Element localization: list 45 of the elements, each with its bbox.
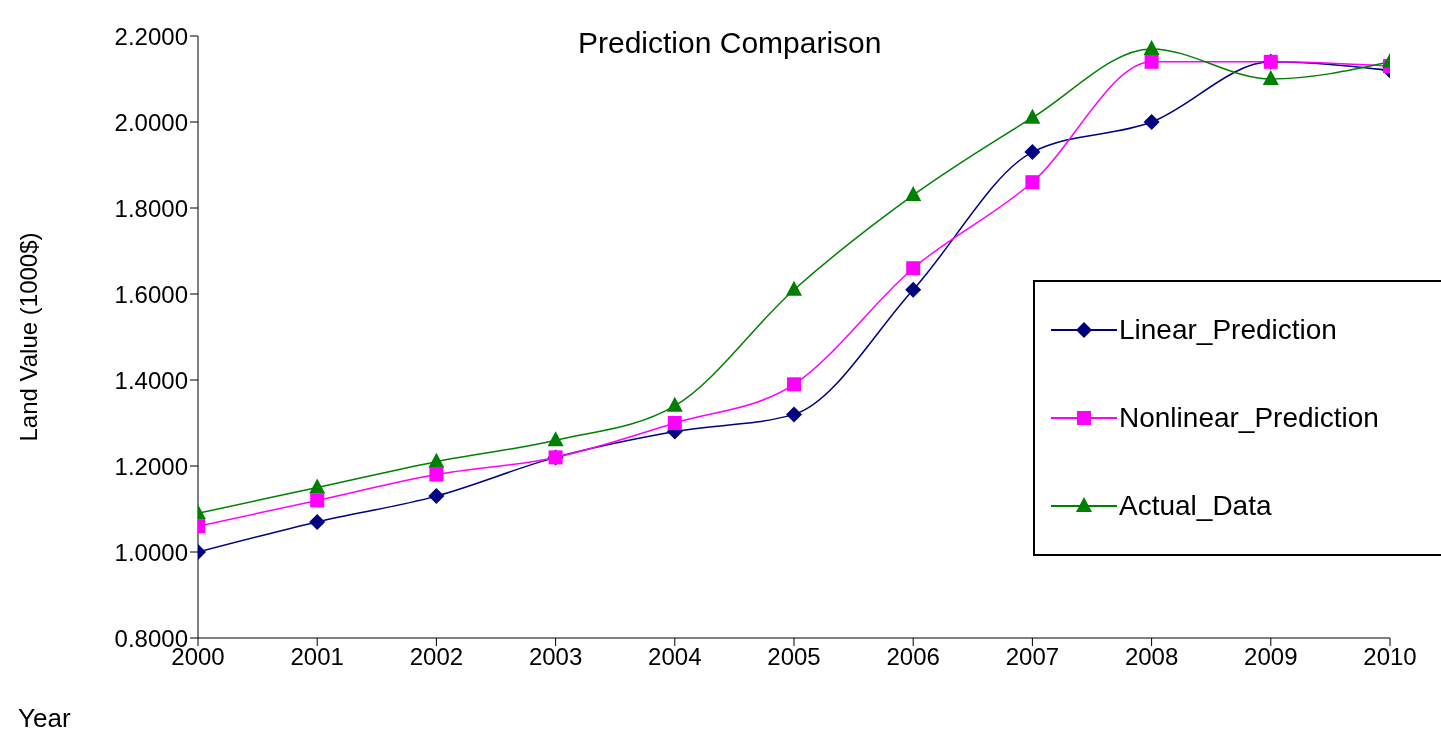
point xyxy=(666,396,683,412)
point xyxy=(787,377,801,392)
x-tick-label: 2008 xyxy=(1124,643,1179,671)
legend-label: Nonlinear_Prediction xyxy=(1119,402,1379,434)
x-tick-label: 2003 xyxy=(528,643,583,671)
point xyxy=(1144,54,1159,69)
point xyxy=(1262,70,1279,85)
point xyxy=(309,478,326,494)
x-tick-label: 2009 xyxy=(1244,643,1298,671)
x-tick-label: 2004 xyxy=(648,643,702,671)
x-axis-title: Year xyxy=(18,703,71,734)
point xyxy=(1143,114,1160,130)
y-tick-label: 1.6000 xyxy=(114,280,188,308)
x-tick-label: 2010 xyxy=(1363,643,1417,671)
point xyxy=(906,261,921,276)
point xyxy=(1143,39,1160,55)
point xyxy=(786,406,802,423)
point xyxy=(905,281,922,298)
y-tick-label: 1.0000 xyxy=(114,538,188,566)
legend-label: Linear_Prediction xyxy=(1119,314,1337,346)
point xyxy=(667,416,682,430)
x-tick-label: 2006 xyxy=(886,643,940,671)
y-axis-title: Land Value (1000$) xyxy=(14,232,42,442)
point xyxy=(429,467,444,482)
y-tick-label: 1.4000 xyxy=(114,366,188,394)
point xyxy=(786,280,802,296)
y-tick-label: 1.8000 xyxy=(114,194,188,222)
chart-title: Prediction Comparison xyxy=(578,26,882,60)
x-tick-label: 2001 xyxy=(290,643,344,671)
point xyxy=(310,493,325,508)
point xyxy=(1025,175,1040,190)
y-tick-label: 1.2000 xyxy=(114,452,188,480)
point xyxy=(905,186,922,202)
point xyxy=(309,513,326,530)
x-tick-label: 2007 xyxy=(1005,643,1060,671)
point xyxy=(547,431,564,447)
legend-label: Actual_Data xyxy=(1119,490,1272,522)
y-tick-label: 2.2000 xyxy=(114,22,188,50)
point xyxy=(428,452,445,468)
point xyxy=(1024,144,1041,161)
point xyxy=(428,488,445,505)
x-tick-label: 2002 xyxy=(409,643,464,671)
x-tick-label: 2005 xyxy=(767,643,821,671)
y-tick-label: 2.0000 xyxy=(114,108,188,136)
point xyxy=(1024,108,1041,124)
